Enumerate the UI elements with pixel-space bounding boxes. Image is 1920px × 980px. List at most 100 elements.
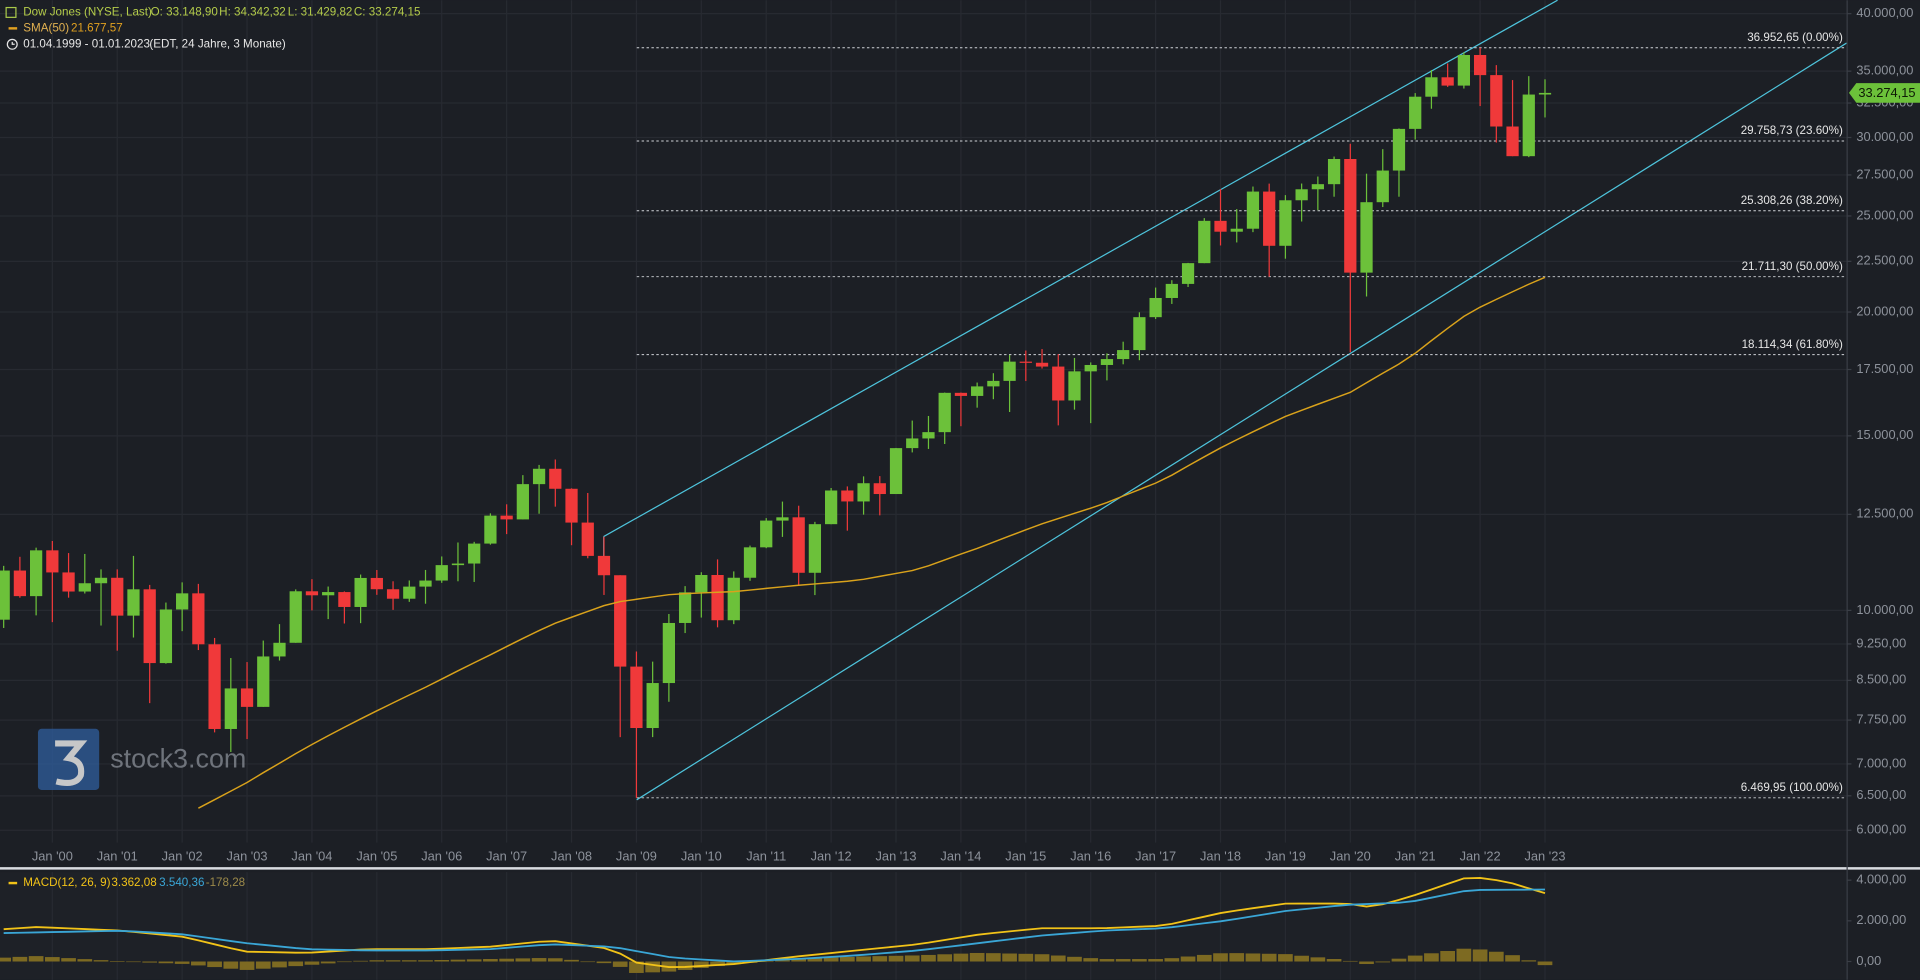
x-tick-label: Jan '10 (681, 849, 722, 864)
candle-body (711, 575, 724, 621)
macd-histogram-bar (921, 954, 936, 962)
channel-lower (636, 42, 1847, 801)
macd-histogram-bar (28, 956, 44, 962)
macd-histogram-bar (418, 960, 433, 962)
macd-histogram-bar (337, 961, 352, 963)
macd-histogram-bar (840, 956, 855, 962)
candle-body (1003, 361, 1016, 381)
plot (0, 47, 1553, 973)
x-tick-label: Jan '06 (421, 849, 462, 864)
macd-histogram-bar (1083, 958, 1099, 962)
candle-body (1165, 283, 1178, 298)
clock-hands (11, 41, 15, 45)
quote-low: L: 31.429,82 (288, 6, 353, 19)
candle-body (435, 565, 448, 581)
macd-histogram-bar (466, 959, 482, 962)
macd-value-label: 3.362,08 (111, 876, 156, 889)
macd-histogram-bar (677, 961, 693, 970)
y-tick-label: 8.500,00 (1856, 672, 1906, 687)
candle-body (873, 483, 886, 495)
macd-histogram-bar (1115, 959, 1131, 962)
last-price-label: 33.274,15 (1858, 85, 1915, 100)
y-tick-label: 27.500,00 (1856, 166, 1913, 181)
candle-body (1522, 94, 1535, 157)
macd-histogram-bar (872, 956, 888, 962)
macd-histogram-bar (191, 961, 206, 966)
candle-body (305, 591, 319, 596)
candle-body (857, 483, 870, 502)
candle-body (1068, 371, 1081, 401)
candle-body (240, 688, 254, 707)
candle-body (1441, 77, 1454, 86)
macd-histogram-bar (272, 961, 287, 968)
macd-histogram-bar (888, 955, 904, 962)
channel-upper (603, 0, 1558, 538)
candle-body (954, 392, 968, 396)
candle-body (1263, 191, 1276, 246)
x-tick-label: Jan '17 (1135, 849, 1176, 864)
macd-histogram-bar (174, 961, 190, 964)
macd-histogram-bar (255, 961, 271, 969)
candle-body (1100, 359, 1114, 365)
macd-histogram-bar (1067, 956, 1082, 962)
candle-body (354, 577, 367, 607)
candle-body (906, 438, 919, 449)
candle-body (224, 688, 237, 729)
candle-body (792, 517, 805, 573)
candle-body (922, 432, 935, 439)
macd-histogram-bar (791, 958, 807, 962)
x-tick-label: Jan '00 (32, 849, 73, 864)
x-tick-label: Jan '01 (97, 849, 138, 864)
candle-body (581, 522, 594, 556)
candle-body (743, 547, 757, 578)
macd-histogram-bar (45, 957, 60, 962)
candle-body (549, 468, 562, 489)
macd-histogram-bar (142, 961, 158, 963)
x-tick-label: Jan '20 (1330, 849, 1371, 864)
macd-histogram-bar (1359, 961, 1374, 965)
candle-body (1214, 220, 1227, 232)
fib-label: 29.758,73 (23.60%) (1741, 124, 1843, 137)
macd-histogram-bar (1342, 960, 1358, 962)
candle-body (192, 593, 205, 645)
macd-histogram-bar (1294, 955, 1309, 962)
fib-label: 25.308,26 (38.20%) (1741, 194, 1843, 207)
macd-histogram-bar (1310, 957, 1326, 962)
clock-icon (6, 38, 18, 50)
y-tick-label: 6.500,00 (1856, 787, 1906, 802)
macd-histogram-bar (953, 953, 969, 962)
macd-histogram-bar (1326, 958, 1342, 962)
macd-histogram-bar (645, 961, 660, 973)
candle-body (500, 515, 513, 520)
macd-histogram-bar (288, 961, 304, 967)
candle-body (1246, 191, 1260, 229)
candle-body (662, 622, 675, 684)
candle-body (825, 490, 838, 525)
watermark-text: stock3.com (110, 744, 246, 774)
macd-histogram-bar (1148, 959, 1163, 962)
candle-body (1084, 364, 1097, 372)
x-tick-label: Jan '07 (486, 849, 527, 864)
x-tick-label: Jan '05 (356, 849, 397, 864)
axes: 40.000,0035.000,0032.500,0030.000,0027.5… (32, 5, 1920, 968)
macd-histogram-bar (775, 960, 790, 962)
candle-body (1230, 228, 1243, 232)
candle-body (987, 380, 1000, 387)
macd-histogram-bar (207, 961, 222, 968)
candle-body (1457, 54, 1470, 86)
macd-histogram-bar (596, 961, 612, 964)
x-tick-label: Jan '15 (1005, 849, 1046, 864)
candle-body (0, 570, 10, 620)
macd-histogram-bar (1002, 953, 1017, 962)
macd-histogram-bar (434, 959, 450, 962)
candle-body (1133, 317, 1146, 351)
x-tick-label: Jan '12 (811, 849, 852, 864)
y-tick-label: 10.000,00 (1856, 602, 1913, 617)
x-tick-label: Jan '08 (551, 849, 592, 864)
quote-close: C: 33.274,15 (354, 6, 421, 19)
macd-histogram-bar (856, 956, 871, 962)
candle-body (386, 589, 400, 599)
macd-histogram-bar (77, 959, 93, 962)
candle-body (127, 589, 140, 616)
